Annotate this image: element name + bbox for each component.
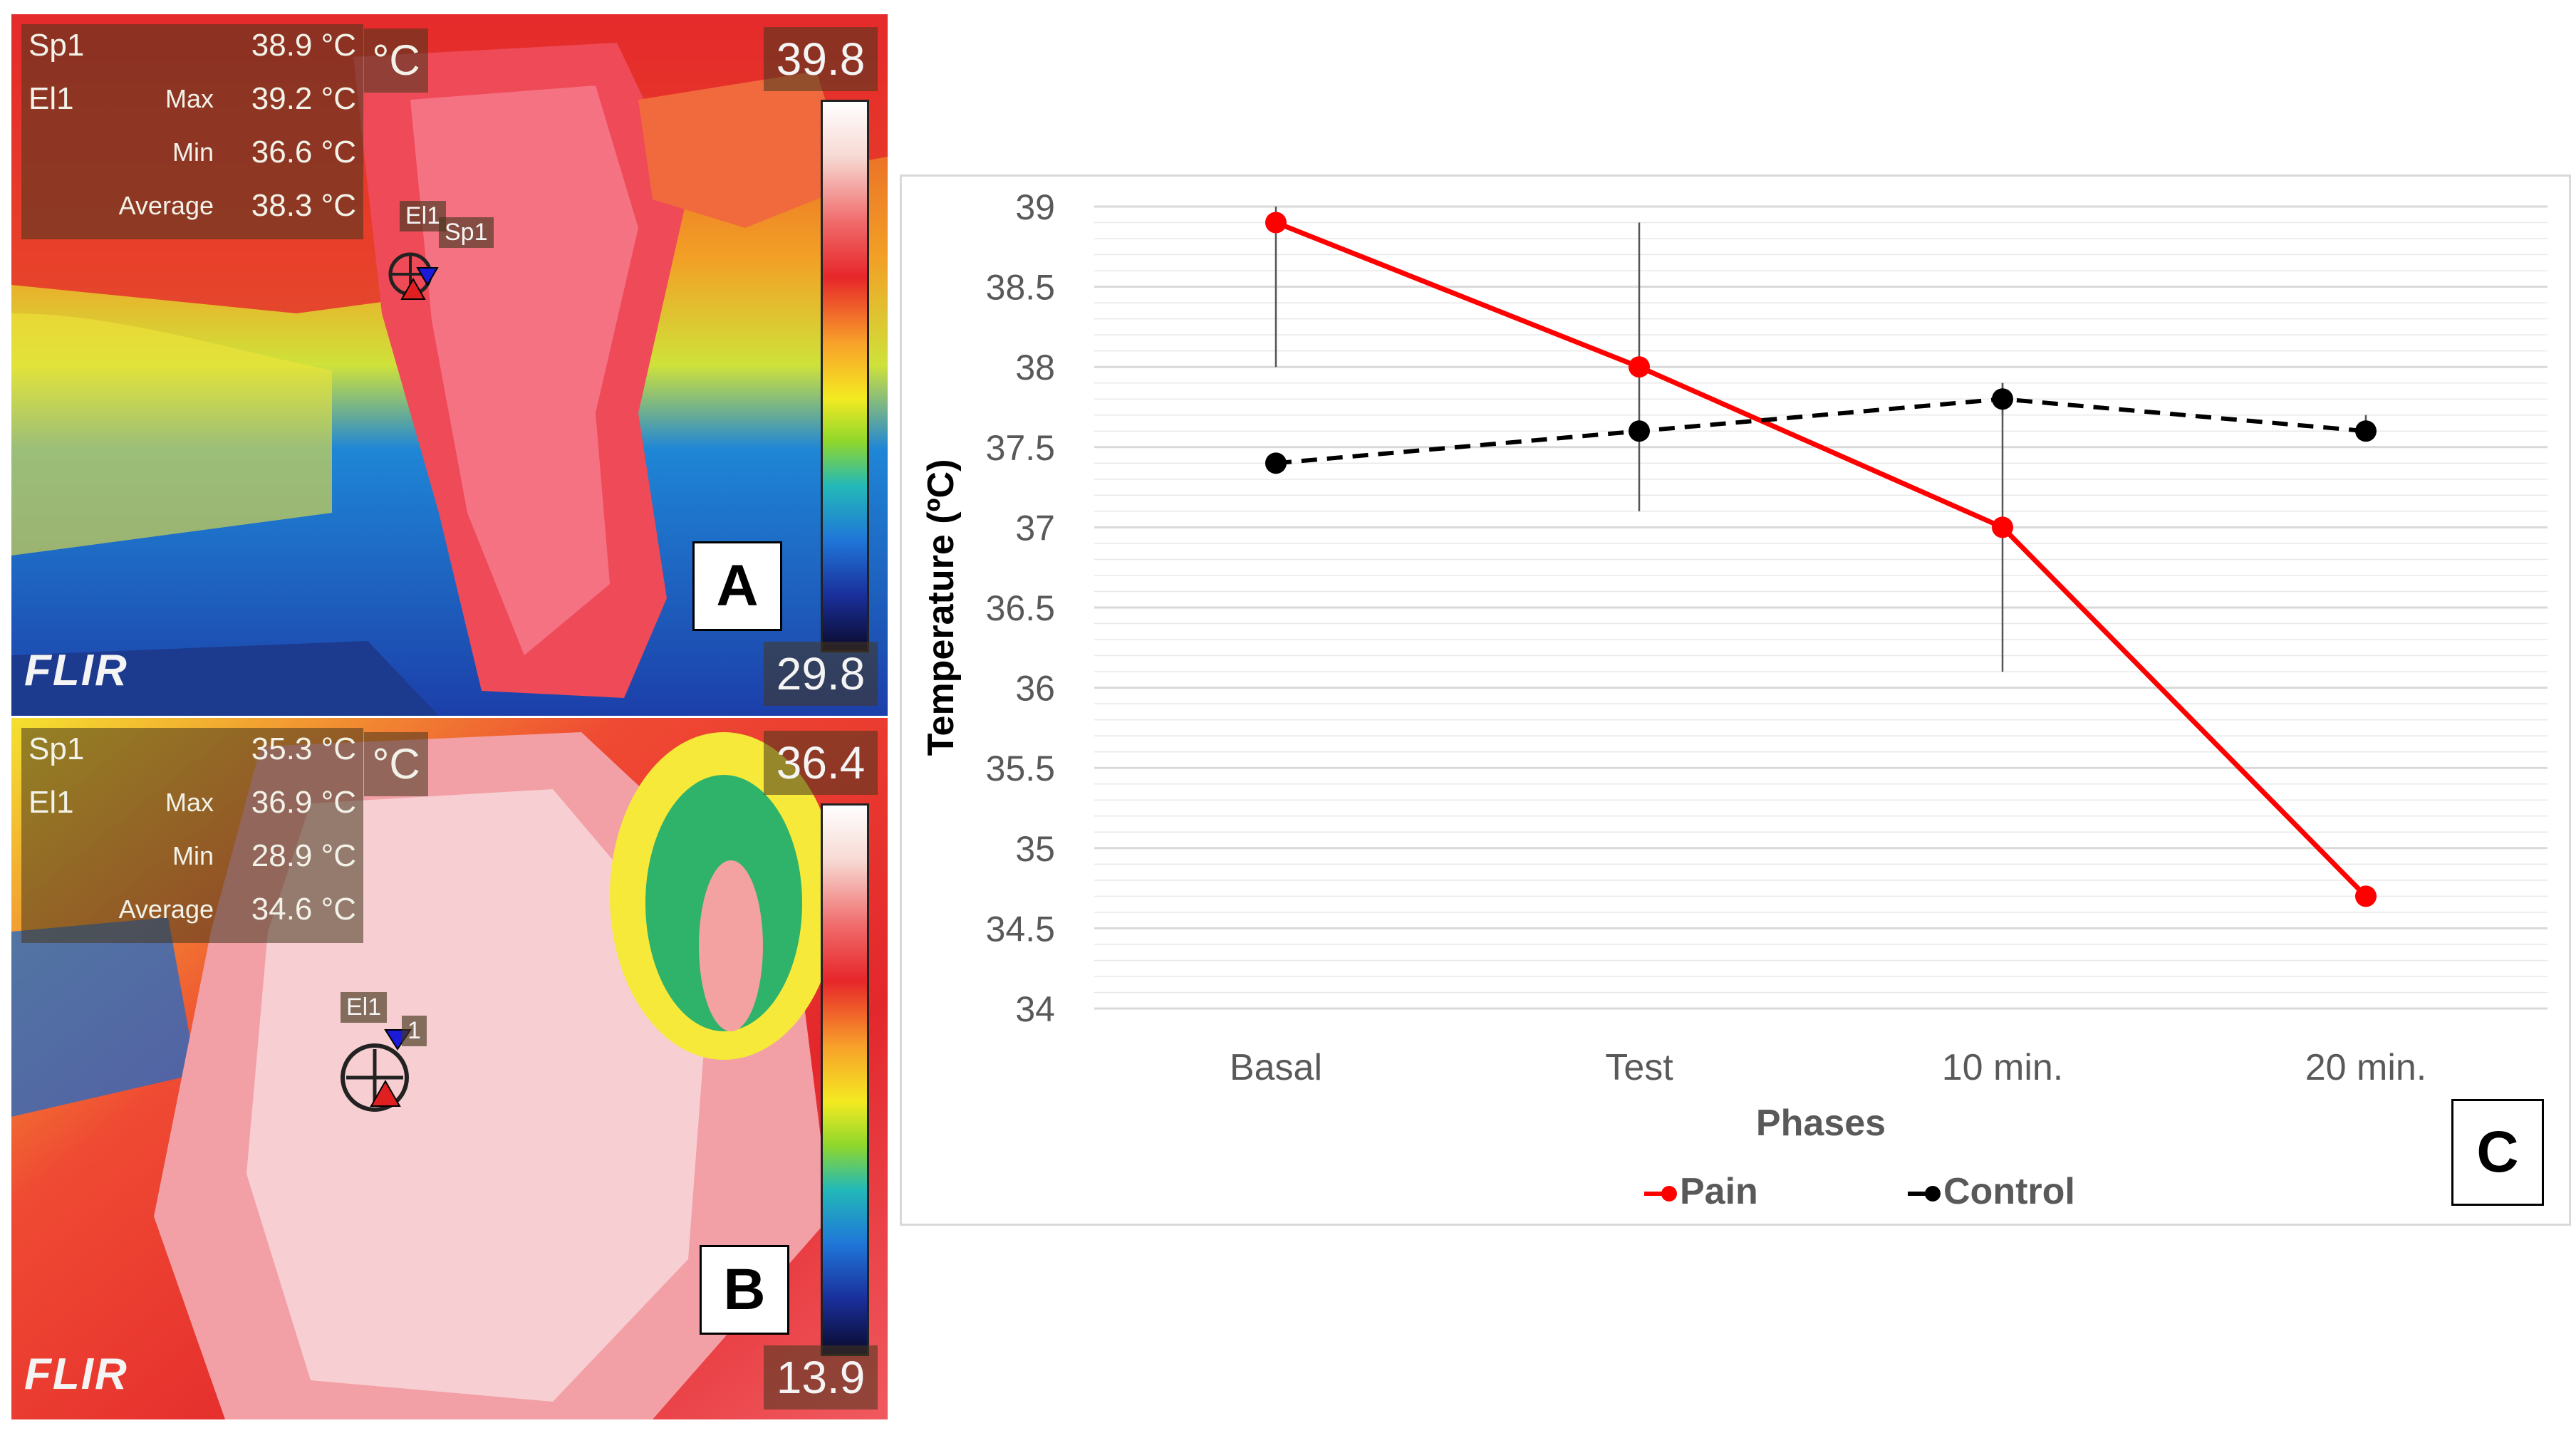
panel-label-a: A [692,541,782,631]
legend-pain-label: Pain [1680,1171,1758,1212]
el1-marker-tag: El1 [400,201,447,231]
min-label: Min [172,841,214,870]
min-label: Min [172,137,214,167]
chart-canvas: 34 34.5 35 35.5 36 36.5 37 37.5 38 38.5 39 Basal Tes… [920,187,2548,1144]
average-label: Average [118,895,214,924]
thermal-picture-a [11,14,888,716]
control-data-point [1992,388,2013,410]
legend-pain-swatch-line [1644,1192,1670,1197]
min-value: 28.9 °C [251,838,356,873]
el1-label: El1 [28,785,74,820]
x-tick-label: 10 min. [1942,1047,2064,1088]
average-value: 38.3 °C [251,188,356,223]
sp1-label: Sp1 [28,28,85,63]
panel-label-c: C [2451,1099,2544,1206]
legend-control-swatch-line [1908,1192,1933,1197]
max-value: 39.2 °C [251,81,356,116]
color-scale-bar [821,803,869,1356]
max-label: Max [165,84,214,113]
y-tick-label: 37.5 [986,428,1055,468]
temperature-chart: 34 34.5 35 35.5 36 36.5 37 37.5 38 38.5 39 Basal Tes… [900,174,2571,1226]
sp1-label: Sp1 [28,731,85,766]
pain-series-line [1274,220,2368,898]
flir-logo: FLIR [24,646,128,695]
scale-max-value: 36.4 [764,731,878,795]
flir-logo: FLIR [24,1350,128,1399]
control-data-point [1265,452,1287,474]
panel-label-b: B [700,1245,789,1335]
y-axis-title: Temperature (ºC) [920,459,962,756]
pain-data-point [1992,516,2013,538]
thermal-image-a: Sp1 38.9 °C El1 Max 39.2 °C Min 36.6 °C Aver… [11,14,888,716]
el1-label: El1 [28,81,74,116]
legend-control: Control [1908,1170,2075,1213]
color-scale-bar [821,100,869,652]
x-tick-label: 20 min. [2305,1047,2427,1088]
x-axis-title: Phases [1756,1103,1886,1144]
sp1-marker-tag: 1 [402,1016,427,1046]
y-tick-label: 34 [1015,989,1055,1029]
y-tick-label: 34.5 [986,909,1055,949]
y-tick-label: 38 [1015,348,1055,387]
max-value: 36.9 °C [251,785,356,820]
y-tick-label: 35 [1015,829,1055,869]
measurement-readout-a: Sp1 38.9 °C El1 Max 39.2 °C Min 36.6 °C Aver… [21,24,363,239]
control-data-point [2355,420,2377,442]
average-value: 34.6 °C [251,892,356,927]
y-tick-label: 36 [1015,669,1055,709]
legend-control-label: Control [1943,1171,2075,1212]
unit-label: °C [364,732,428,796]
pain-data-point [2355,885,2377,907]
control-series-line [1275,397,2367,466]
y-tick-label: 38.5 [986,268,1055,308]
thermal-image-b: Sp1 35.3 °C El1 Max 36.9 °C Min 28.9 °C Aver… [11,718,888,1419]
legend-pain: Pain [1644,1170,1758,1213]
sp1-value: 35.3 °C [251,731,356,766]
min-value: 36.6 °C [251,135,356,170]
x-tick-label: Test [1605,1047,1673,1088]
scale-min-value: 13.9 [764,1345,878,1409]
scale-max-value: 39.8 [764,27,878,91]
unit-label: °C [364,28,428,93]
measurement-readout-b: Sp1 35.3 °C El1 Max 36.9 °C Min 28.9 °C Aver… [21,728,363,943]
y-tick-label: 36.5 [986,588,1055,628]
average-label: Average [118,191,214,220]
pain-data-point [1265,212,1287,234]
pain-data-point [1629,356,1650,378]
y-tick-label: 37 [1015,508,1055,548]
max-label: Max [165,788,214,817]
y-tick-label: 35.5 [986,749,1055,788]
y-tick-label: 39 [1015,187,1055,227]
control-data-point [1629,420,1650,442]
sp1-value: 38.9 °C [251,28,356,63]
el1-marker-tag: El1 [341,992,388,1023]
x-tick-label: Basal [1230,1047,1322,1088]
sp1-marker-tag: Sp1 [439,217,494,248]
scale-min-value: 29.8 [764,642,878,706]
